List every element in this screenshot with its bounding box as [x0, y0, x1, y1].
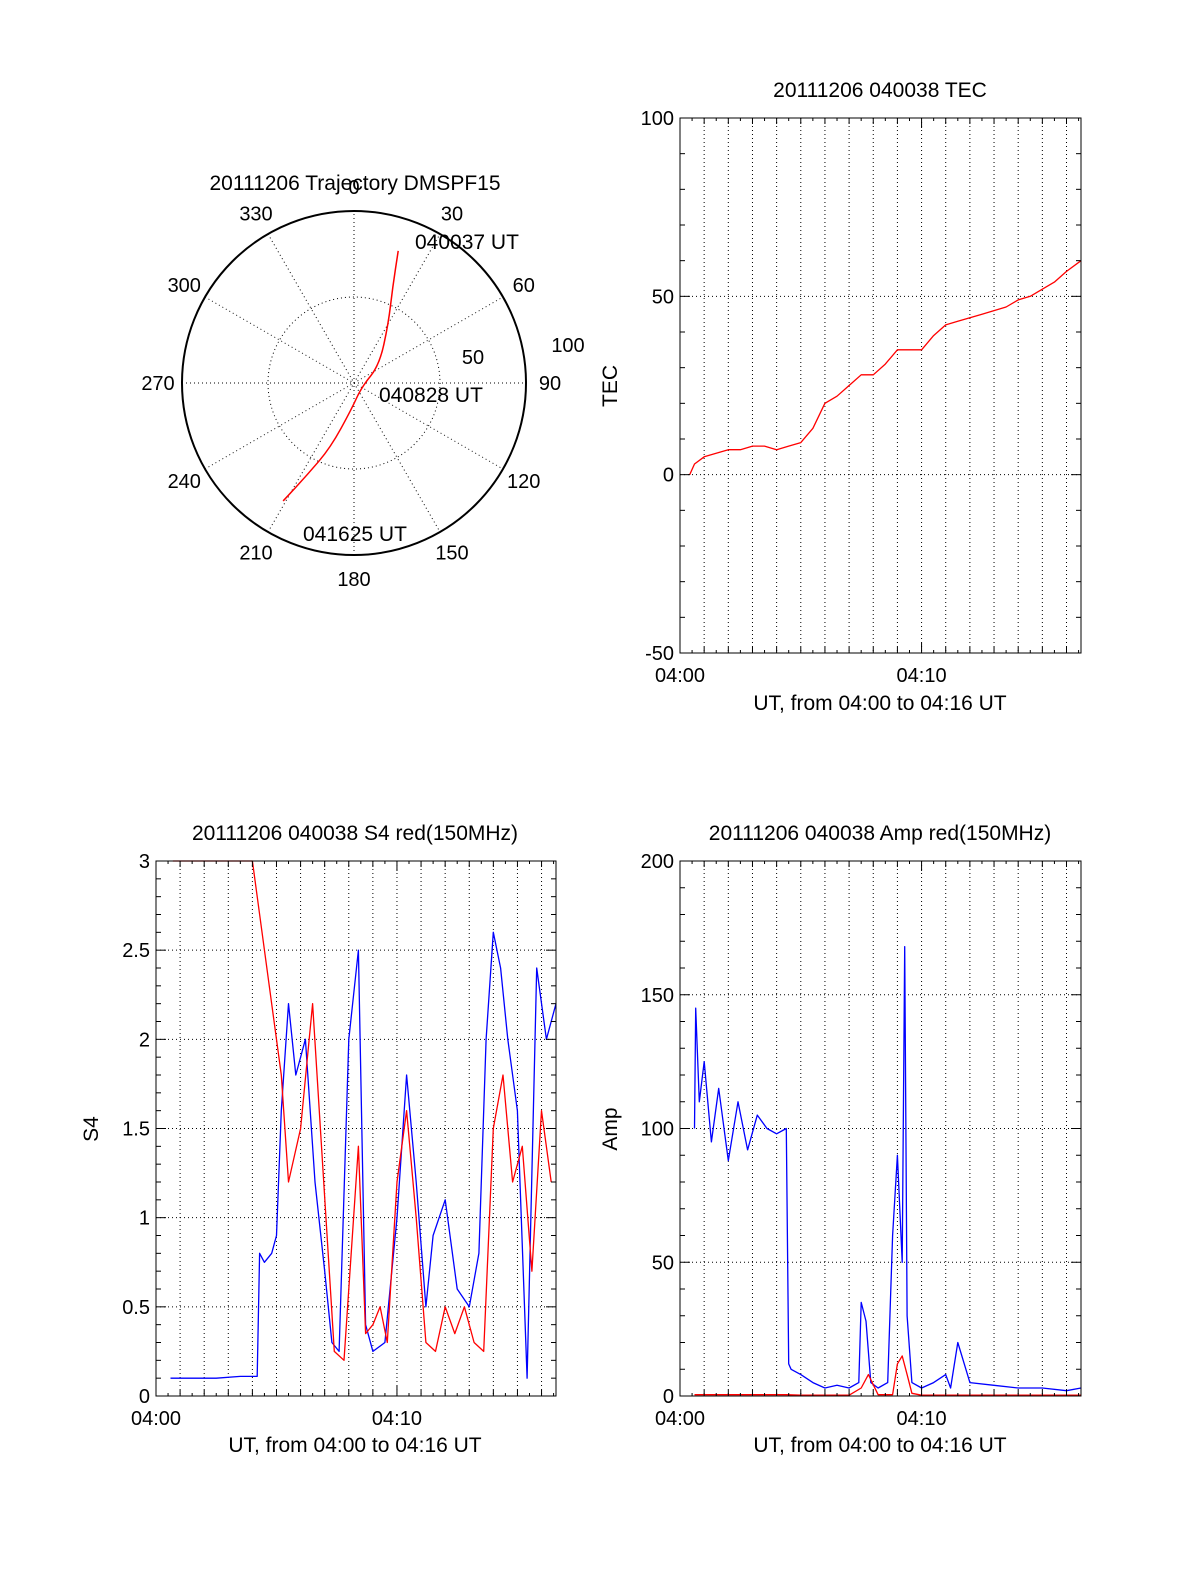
- trajectory-polar-chart: 20111206 Trajectory DMSPF15 0 30 60 90 120 15…: [141, 172, 584, 591]
- s4-series-layer: [170, 860, 557, 1379]
- s4-grid: [156, 861, 556, 1396]
- tec-title: 20111206 040038 TEC: [773, 79, 987, 102]
- s4-ytick-label: 0: [139, 1386, 150, 1408]
- polar-spoke: [267, 233, 441, 533]
- polar-angle-labels: 0 30 60 90 120 150 180 210 240 270 300 330: [141, 177, 561, 591]
- s4-xlabel: UT, from 04:00 to 04:16 UT: [228, 1434, 481, 1457]
- s4-ytick-label: 1: [139, 1208, 150, 1230]
- trajectory-track-line: [282, 250, 399, 502]
- amp-ytick-label: 100: [641, 1119, 674, 1141]
- polar-angle-label: 120: [507, 471, 540, 493]
- tec-grid: [680, 118, 1081, 653]
- amp-chart: 20111206 040038 Amp red(150MHz) 04:00 04:…: [599, 822, 1082, 1457]
- polar-grid: [181, 210, 527, 556]
- amp-series-blue-line: [693, 945, 1082, 1392]
- s4-ytick-label: 0.5: [122, 1297, 150, 1319]
- polar-ring: [267, 296, 441, 470]
- tec-series-red-line: [689, 260, 1082, 475]
- tec-xtick-label: 04:00: [655, 665, 705, 687]
- polar-ring-label-100: 100: [551, 335, 584, 357]
- polar-track-layer: [282, 250, 399, 502]
- s4-chart: 20111206 040038 S4 red(150MHz) 04:00 04:1…: [80, 822, 557, 1457]
- s4-ytick-label: 2: [139, 1029, 150, 1051]
- s4-series-blue-line: [170, 931, 557, 1379]
- amp-ytick-label: 150: [641, 985, 674, 1007]
- polar-angle-label: 0: [348, 177, 359, 199]
- s4-tick-layer: 04:00 04:10 0 0.5 1 1.5 2 2.5 3: [122, 851, 556, 1430]
- polar-angle-label: 210: [239, 543, 272, 565]
- tec-xlabel: UT, from 04:00 to 04:16 UT: [753, 692, 1006, 715]
- s4-title: 20111206 040038 S4 red(150MHz): [192, 822, 518, 845]
- polar-angle-label: 330: [239, 203, 272, 225]
- amp-tick-layer: 04:00 04:10 0 50 100 150 200: [641, 851, 1081, 1430]
- tec-ytick-label: 50: [652, 286, 674, 308]
- tec-ytick-label: 100: [641, 108, 674, 130]
- s4-xtick-label: 04:10: [372, 1408, 422, 1430]
- polar-angle-label: 270: [141, 373, 174, 395]
- track-mid-label: 040828 UT: [379, 384, 483, 407]
- tec-xtick-label: 04:10: [897, 665, 947, 687]
- polar-angle-label: 300: [168, 275, 201, 297]
- tec-chart: 20111206 040038 TEC 04:00 04:10-50050100 …: [599, 79, 1082, 715]
- tec-tick-layer: 04:00 04:10 -50 0 50 100: [641, 108, 1081, 687]
- amp-grid: [680, 861, 1081, 1396]
- amp-ylabel: Amp: [599, 1107, 622, 1150]
- amp-ytick-label: 200: [641, 851, 674, 873]
- polar-ring-label-50: 50: [462, 347, 484, 369]
- amp-title: 20111206 040038 Amp red(150MHz): [709, 822, 1051, 845]
- tec-ylabel: TEC: [599, 365, 622, 407]
- s4-series-red-line: [172, 860, 552, 1361]
- s4-ylabel: S4: [80, 1116, 103, 1142]
- tec-series-layer: [689, 260, 1082, 475]
- tec-ytick-label: -50: [645, 643, 674, 665]
- s4-xtick-label: 04:00: [131, 1408, 181, 1430]
- polar-angle-label: 60: [513, 275, 535, 297]
- amp-series-red-line: [694, 1355, 1081, 1396]
- polar-angle-label: 150: [435, 543, 468, 565]
- trajectory-title: 20111206 Trajectory DMSPF15: [209, 172, 500, 195]
- amp-ytick-label: 0: [663, 1386, 674, 1408]
- amp-ytick-label: 50: [652, 1252, 674, 1274]
- tec-frame: [679, 117, 1082, 654]
- polar-angle-label: 240: [168, 471, 201, 493]
- polar-angle-label: 180: [337, 569, 370, 591]
- s4-ytick-label: 3: [139, 851, 150, 873]
- amp-xtick-label: 04:00: [655, 1408, 705, 1430]
- track-start-label: 040037 UT: [415, 231, 519, 254]
- tec-ytick-label: 0: [663, 465, 674, 487]
- polar-angle-label: 90: [539, 373, 561, 395]
- amp-xtick-label: 04:10: [897, 1408, 947, 1430]
- s4-ytick-label: 1.5: [122, 1119, 150, 1141]
- amp-xlabel: UT, from 04:00 to 04:16 UT: [753, 1434, 1006, 1457]
- amp-series-layer: [693, 945, 1082, 1396]
- track-end-label: 041625 UT: [303, 523, 407, 546]
- polar-angle-label: 30: [441, 203, 463, 225]
- s4-ytick-label: 2.5: [122, 940, 150, 962]
